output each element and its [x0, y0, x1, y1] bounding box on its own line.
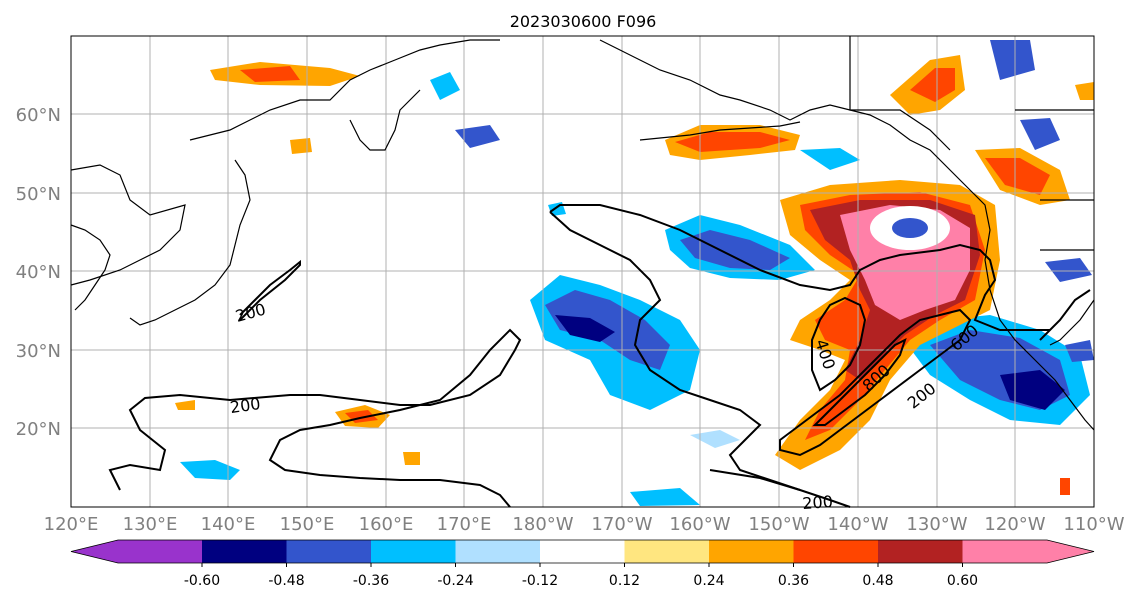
longitude-labels: 120°E 130°E 140°E 150°E 160°E 170°E 180°… — [44, 514, 1125, 535]
colorbar-tick-label: 0.12 — [609, 573, 640, 589]
lon-label: 150°W — [748, 514, 809, 535]
lon-label: 150°E — [280, 514, 335, 535]
pos-core-alaska — [675, 132, 790, 152]
neg-small-1 — [430, 72, 460, 100]
colorbar-segment — [286, 540, 372, 563]
colorbar-tick-label: -0.36 — [353, 573, 389, 589]
colorbar-tick-label: -0.12 — [522, 573, 558, 589]
map-title: 2023030600 F096 — [510, 12, 657, 31]
neg-small-5 — [990, 40, 1035, 80]
colorbar-segment — [709, 540, 794, 563]
contour-label-4: 200 — [802, 492, 834, 513]
neg-small-8 — [630, 488, 700, 506]
lon-label: 160°E — [359, 514, 414, 535]
pos-small-5 — [1075, 82, 1094, 100]
colorbar-tick-label: 0.60 — [947, 573, 978, 589]
colorbar-ticks: -0.60 -0.48 -0.36 -0.24 -0.12 0.12 0.24 0.36 0.4… — [184, 563, 978, 589]
pos-small-3 — [290, 138, 312, 154]
colorbar-segment — [878, 540, 963, 563]
lon-label: 170°E — [437, 514, 492, 535]
colorbar-segment — [455, 540, 541, 563]
lat-label: 20°N — [16, 419, 61, 440]
map-plot-area: 200 200 200 200 400 600 800 — [70, 35, 1095, 513]
contour-label-2: 200 — [229, 394, 262, 417]
colorbar-segment — [624, 540, 710, 563]
neg-small-4 — [1020, 118, 1060, 150]
colorbar-segment — [793, 540, 879, 563]
colorbar — [70, 539, 1095, 564]
lon-label: 140°E — [201, 514, 256, 535]
neg-embedded — [892, 218, 928, 238]
coastlines — [70, 36, 1095, 431]
pos-small-4 — [1060, 478, 1070, 495]
pos-core-canada — [910, 68, 955, 102]
lon-label: 180°W — [512, 514, 573, 535]
lat-label: 30°N — [16, 341, 61, 362]
lon-label: 110°W — [1063, 514, 1124, 535]
colorbar-tick-label: 0.24 — [693, 573, 724, 589]
neg-small-10 — [1045, 258, 1092, 282]
colorbar-segment — [71, 540, 202, 563]
colorbar-segment — [371, 540, 456, 563]
colorbar-tick-label: 0.48 — [862, 573, 893, 589]
pos-small-6 — [175, 400, 195, 410]
neg-core-gulf — [680, 230, 790, 270]
colorbar-tick-label: -0.24 — [437, 573, 473, 589]
colorbar-segment — [540, 540, 625, 563]
lon-label: 130°E — [123, 514, 178, 535]
latitude-labels: 60°N 50°N 40°N 30°N 20°N — [16, 105, 61, 440]
pos-core-bc — [985, 158, 1050, 195]
colorbar-outline — [70, 539, 1095, 564]
pos-core-siberia — [240, 66, 300, 82]
lon-label: 170°W — [591, 514, 652, 535]
neg-deep-southeast — [1000, 370, 1065, 410]
neg-small-6 — [180, 460, 240, 480]
colorbar-segment — [202, 540, 287, 563]
colorbar-tick-label: -0.48 — [268, 573, 304, 589]
neg-small-11 — [1065, 340, 1094, 362]
height-contours — [108, 204, 1091, 508]
colorbar-tick-label: 0.36 — [778, 573, 809, 589]
neg-small-2 — [455, 125, 500, 148]
neg-small-7 — [690, 430, 740, 448]
pos-small-7 — [403, 452, 420, 465]
neg-deep-central-pacific — [555, 315, 615, 342]
lon-label: 160°W — [669, 514, 730, 535]
lat-label: 50°N — [16, 184, 61, 205]
neg-small-3 — [800, 148, 860, 170]
lon-label: 130°W — [906, 514, 967, 535]
lat-label: 60°N — [16, 105, 61, 126]
lon-label: 120°E — [44, 514, 99, 535]
lon-label: 140°W — [827, 514, 888, 535]
lon-label: 120°W — [984, 514, 1045, 535]
map-frame — [70, 35, 1095, 508]
colorbar-segment — [962, 540, 1094, 563]
colorbar-tick-label: -0.60 — [184, 573, 220, 589]
grid-lines — [71, 36, 1094, 507]
lat-label: 40°N — [16, 262, 61, 283]
